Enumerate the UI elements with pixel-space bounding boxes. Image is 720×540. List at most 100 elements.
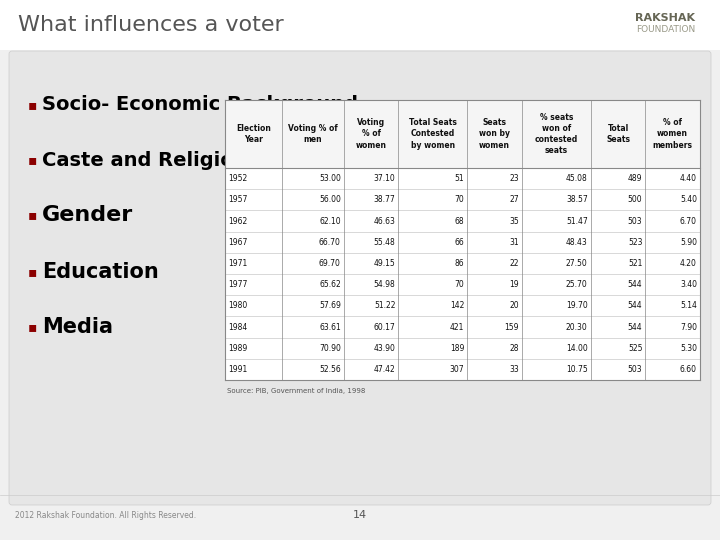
Text: 4.20: 4.20 [680, 259, 697, 268]
Text: Total
Seats: Total Seats [606, 124, 630, 144]
Text: Total Seats
Contested
by women: Total Seats Contested by women [409, 118, 456, 150]
Text: What influences a voter: What influences a voter [18, 15, 284, 35]
Text: 142: 142 [450, 301, 464, 310]
Text: 20.30: 20.30 [566, 322, 588, 332]
Text: 66.70: 66.70 [319, 238, 341, 247]
Text: 27.50: 27.50 [566, 259, 588, 268]
Text: Voting % of
men: Voting % of men [288, 124, 338, 144]
Text: 43.90: 43.90 [374, 343, 395, 353]
Text: 1980: 1980 [228, 301, 247, 310]
Text: 38.77: 38.77 [374, 195, 395, 204]
Text: % seats
won of
contested
seats: % seats won of contested seats [535, 113, 578, 155]
Text: 523: 523 [628, 238, 642, 247]
Text: FOUNDATION: FOUNDATION [636, 24, 695, 33]
Text: 27: 27 [509, 195, 519, 204]
Text: 19: 19 [509, 280, 519, 289]
Text: ▪: ▪ [28, 320, 37, 334]
Text: 1957: 1957 [228, 195, 248, 204]
Text: 5.14: 5.14 [680, 301, 697, 310]
Text: 54.98: 54.98 [374, 280, 395, 289]
Text: 500: 500 [628, 195, 642, 204]
Text: 1984: 1984 [228, 322, 247, 332]
Text: 66: 66 [454, 238, 464, 247]
Text: 55.48: 55.48 [374, 238, 395, 247]
Text: 14.00: 14.00 [566, 343, 588, 353]
Text: 33: 33 [509, 365, 519, 374]
Text: 56.00: 56.00 [319, 195, 341, 204]
Text: 5.90: 5.90 [680, 238, 697, 247]
Text: 503: 503 [628, 365, 642, 374]
Text: Education: Education [42, 262, 158, 282]
Text: 62.10: 62.10 [319, 217, 341, 226]
Text: 51: 51 [454, 174, 464, 183]
Text: 45.08: 45.08 [566, 174, 588, 183]
Text: 28: 28 [509, 343, 519, 353]
FancyBboxPatch shape [225, 100, 700, 168]
FancyBboxPatch shape [225, 100, 700, 380]
Text: 23: 23 [509, 174, 519, 183]
Text: 57.69: 57.69 [319, 301, 341, 310]
Text: 2012 Rakshak Foundation. All Rights Reserved.: 2012 Rakshak Foundation. All Rights Rese… [15, 510, 196, 519]
Text: 60.17: 60.17 [374, 322, 395, 332]
Text: 47.42: 47.42 [374, 365, 395, 374]
Text: 22: 22 [509, 259, 519, 268]
Text: 159: 159 [505, 322, 519, 332]
Text: 6.60: 6.60 [680, 365, 697, 374]
Text: 37.10: 37.10 [374, 174, 395, 183]
Text: 70: 70 [454, 195, 464, 204]
FancyBboxPatch shape [0, 0, 720, 50]
Text: 46.63: 46.63 [374, 217, 395, 226]
Text: 1967: 1967 [228, 238, 248, 247]
Text: 5.30: 5.30 [680, 343, 697, 353]
Text: RAKSHAK: RAKSHAK [635, 13, 695, 23]
Text: 544: 544 [628, 322, 642, 332]
Text: 51.47: 51.47 [566, 217, 588, 226]
Text: 20: 20 [509, 301, 519, 310]
Text: Gender: Gender [42, 205, 133, 225]
Text: 4.40: 4.40 [680, 174, 697, 183]
Text: Media: Media [42, 317, 113, 337]
Text: 38.57: 38.57 [566, 195, 588, 204]
Text: 307: 307 [449, 365, 464, 374]
Text: ▪: ▪ [28, 265, 37, 279]
Text: 35: 35 [509, 217, 519, 226]
Text: 69.70: 69.70 [319, 259, 341, 268]
Text: 25.70: 25.70 [566, 280, 588, 289]
Text: 31: 31 [509, 238, 519, 247]
Text: 65.62: 65.62 [319, 280, 341, 289]
Text: 52.56: 52.56 [319, 365, 341, 374]
Text: 49.15: 49.15 [374, 259, 395, 268]
Text: 10.75: 10.75 [566, 365, 588, 374]
Text: Election
Year: Election Year [236, 124, 271, 144]
Text: 86: 86 [454, 259, 464, 268]
Text: 1952: 1952 [228, 174, 247, 183]
Text: % of
women
members: % of women members [653, 118, 693, 150]
Text: 1962: 1962 [228, 217, 247, 226]
Text: Voting
% of
women: Voting % of women [356, 118, 387, 150]
Text: 63.61: 63.61 [319, 322, 341, 332]
Text: 19.70: 19.70 [566, 301, 588, 310]
Text: 5.40: 5.40 [680, 195, 697, 204]
Text: 1977: 1977 [228, 280, 248, 289]
Text: 1971: 1971 [228, 259, 247, 268]
Text: 70.90: 70.90 [319, 343, 341, 353]
Text: 503: 503 [628, 217, 642, 226]
Text: 68: 68 [454, 217, 464, 226]
Text: 525: 525 [628, 343, 642, 353]
Text: ▪: ▪ [28, 98, 37, 112]
Text: Seats
won by
women: Seats won by women [479, 118, 510, 150]
Text: 3.40: 3.40 [680, 280, 697, 289]
Text: 6.70: 6.70 [680, 217, 697, 226]
Text: Source: PIB, Government of India, 1998: Source: PIB, Government of India, 1998 [227, 388, 365, 394]
Text: 544: 544 [628, 280, 642, 289]
Text: 53.00: 53.00 [319, 174, 341, 183]
Text: ▪: ▪ [28, 208, 37, 222]
Text: 48.43: 48.43 [566, 238, 588, 247]
Text: 489: 489 [628, 174, 642, 183]
Text: 1989: 1989 [228, 343, 247, 353]
Text: 1991: 1991 [228, 365, 247, 374]
FancyBboxPatch shape [9, 51, 711, 505]
Text: 421: 421 [450, 322, 464, 332]
Text: 70: 70 [454, 280, 464, 289]
Text: 521: 521 [628, 259, 642, 268]
